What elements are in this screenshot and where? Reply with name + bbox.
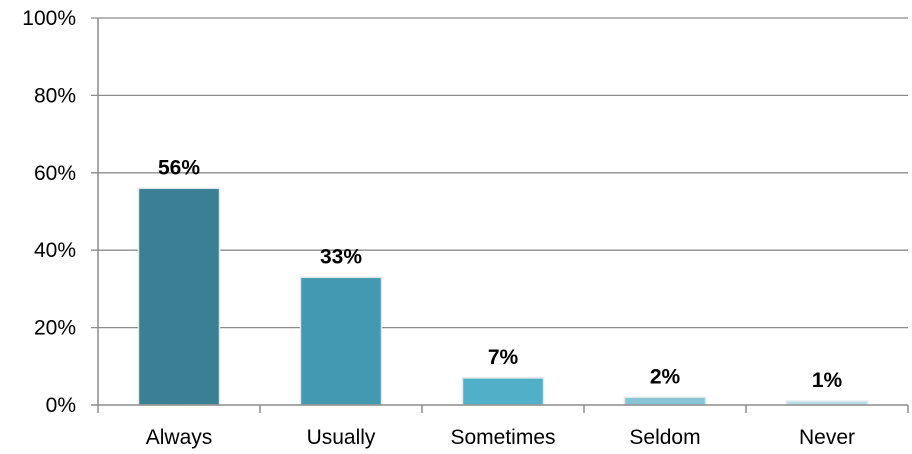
axes <box>91 18 909 413</box>
x-tick-label: Always <box>146 426 213 449</box>
y-tick-label: 20% <box>34 317 76 340</box>
data-label: 33% <box>320 245 362 268</box>
labels: 0% 20% 40% 60% 80% 100% 56% Always 33% Usually 7% S… <box>22 7 855 449</box>
y-tick-label: 80% <box>34 84 76 107</box>
bar-usually <box>299 276 383 406</box>
data-label: 56% <box>158 156 200 179</box>
bar-sometimes <box>461 377 545 406</box>
gridlines <box>91 17 908 329</box>
y-tick-label: 0% <box>46 394 76 417</box>
x-tick-label: Usually <box>307 426 376 449</box>
bar-always <box>137 187 221 406</box>
bar-seldom <box>623 396 707 406</box>
data-label: 2% <box>650 365 681 388</box>
y-tick-label: 60% <box>34 162 76 185</box>
x-tick-label: Seldom <box>629 426 700 449</box>
x-tick-label: Never <box>799 426 855 449</box>
x-tick-label: Sometimes <box>450 426 555 449</box>
bars <box>137 187 869 406</box>
data-label: 7% <box>488 346 519 369</box>
data-label: 1% <box>812 369 843 392</box>
y-tick-label: 100% <box>22 7 76 30</box>
y-tick-label: 40% <box>34 239 76 262</box>
